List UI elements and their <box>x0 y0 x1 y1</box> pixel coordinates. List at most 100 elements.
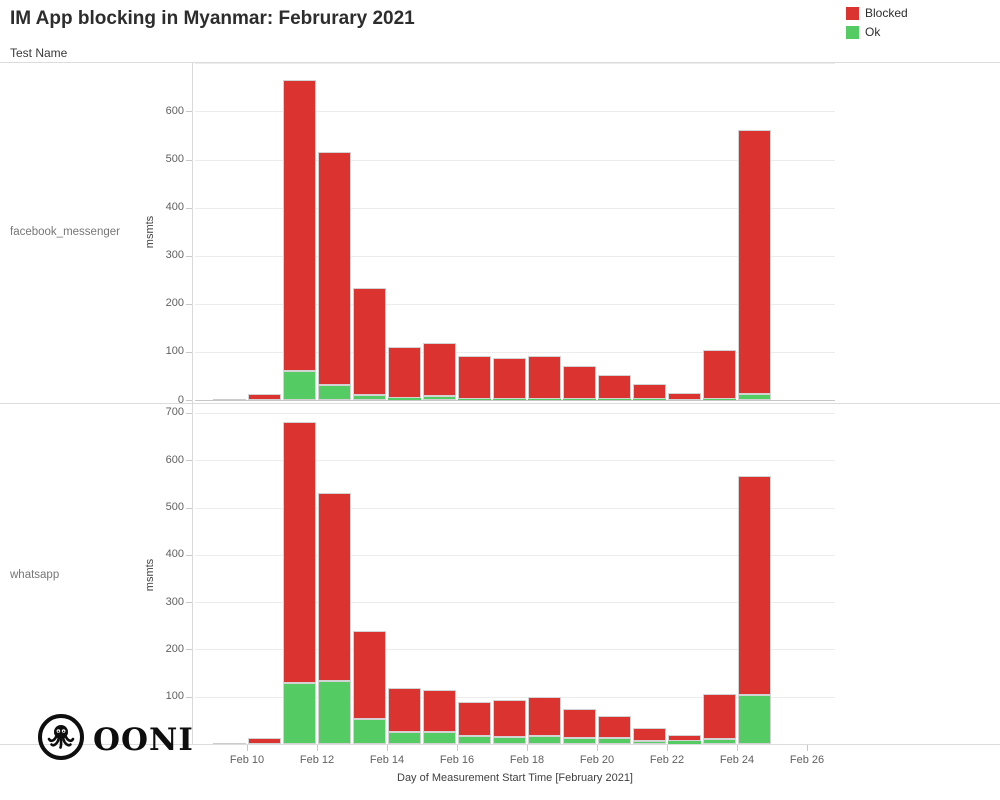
gridline <box>195 696 835 698</box>
x-tick-label: Feb 24 <box>719 754 755 766</box>
gridline <box>195 159 835 161</box>
bar-segment-ok[interactable] <box>598 398 631 400</box>
ooni-logo: OONI <box>36 712 194 767</box>
y-tick-label: 300 <box>165 595 184 608</box>
bar-segment-blocked[interactable] <box>633 384 666 400</box>
bar-segment-blocked[interactable] <box>703 349 736 400</box>
facet-axis-title: Test Name <box>10 46 68 60</box>
bar-segment-blocked[interactable] <box>318 493 351 682</box>
bar-segment-ok[interactable] <box>318 681 351 744</box>
ooni-logo-text: OONI <box>93 721 194 758</box>
bar-segment-ok[interactable] <box>563 737 596 744</box>
bar-segment-ok[interactable] <box>703 739 736 744</box>
y-tick-icon <box>186 351 192 353</box>
x-tick-icon <box>457 745 458 751</box>
bar-segment-blocked[interactable] <box>528 355 561 399</box>
bar-segment-blocked[interactable] <box>423 690 456 733</box>
bar-segment-ok[interactable] <box>458 736 491 744</box>
bar-segment-blocked[interactable] <box>283 422 316 683</box>
bar-segment-ok[interactable] <box>353 718 386 744</box>
bar-segment-ok[interactable] <box>458 398 491 400</box>
gridline <box>195 63 835 65</box>
bar-segment-blocked[interactable] <box>283 80 316 372</box>
bar-segment-ok[interactable] <box>563 398 596 400</box>
bar-segment-ok[interactable] <box>633 399 666 400</box>
y-tick-icon <box>186 554 192 556</box>
bar-segment-ok[interactable] <box>633 740 666 744</box>
blocked-swatch-icon <box>846 6 859 20</box>
bar-segment-ok[interactable] <box>703 399 736 400</box>
bar-segment-ok[interactable] <box>388 731 421 744</box>
bar-segment-ok[interactable] <box>738 695 771 744</box>
bar-segment-ok[interactable] <box>528 735 561 744</box>
facet-label-whatsapp: whatsapp <box>10 569 60 581</box>
bar-segment-blocked[interactable] <box>248 394 281 400</box>
bar-segment-blocked[interactable] <box>423 343 456 397</box>
bar-segment-blocked[interactable] <box>353 631 386 719</box>
y-tick-icon <box>186 602 192 604</box>
bar-segment-ok[interactable] <box>598 737 631 744</box>
x-tick-icon <box>387 745 388 751</box>
bar-segment-ok[interactable] <box>353 395 386 400</box>
y-tick-icon <box>186 111 192 113</box>
bar-segment-blocked[interactable] <box>318 152 351 385</box>
ok-swatch-icon <box>846 25 859 39</box>
bar-segment-ok[interactable] <box>283 682 316 744</box>
header-divider <box>0 62 1000 63</box>
bar-segment-blocked[interactable] <box>668 393 701 400</box>
gridline <box>195 554 835 556</box>
bar-segment-blocked[interactable] <box>563 365 596 399</box>
bar-segment-other[interactable] <box>213 743 246 744</box>
bar-segment-ok[interactable] <box>423 732 456 744</box>
bar-segment-ok[interactable] <box>738 394 771 400</box>
y-tick-icon <box>186 400 192 401</box>
bar-segment-blocked[interactable] <box>738 475 771 696</box>
legend-item-blocked: Blocked <box>846 6 908 20</box>
bar-segment-ok[interactable] <box>283 371 316 400</box>
bar-segment-ok[interactable] <box>423 396 456 400</box>
y-tick-label: 700 <box>165 406 184 419</box>
bar-segment-blocked[interactable] <box>738 129 771 395</box>
bar-segment-blocked[interactable] <box>353 287 386 396</box>
y-tick-icon <box>186 412 192 414</box>
bar-segment-blocked[interactable] <box>388 688 421 732</box>
bar-segment-blocked[interactable] <box>458 702 491 737</box>
y-axis-unit-label: msmts <box>144 558 156 592</box>
bar-segment-blocked[interactable] <box>493 357 526 399</box>
bar-segment-blocked[interactable] <box>388 347 421 399</box>
bar-segment-other[interactable] <box>213 399 246 400</box>
y-tick-icon <box>186 460 192 462</box>
bar-segment-ok[interactable] <box>388 398 421 400</box>
bar-segment-blocked[interactable] <box>563 708 596 738</box>
bar-segment-blocked[interactable] <box>598 375 631 399</box>
x-tick-label: Feb 22 <box>649 754 685 766</box>
bar-segment-blocked[interactable] <box>248 737 281 744</box>
bar-segment-ok[interactable] <box>528 398 561 400</box>
y-tick-label: 100 <box>165 345 184 358</box>
bar-segment-blocked[interactable] <box>633 727 666 741</box>
x-tick-label: Feb 14 <box>369 754 405 766</box>
legend: Blocked Ok <box>846 6 908 39</box>
x-tick-label: Feb 16 <box>439 754 475 766</box>
y-tick-label: 400 <box>165 201 184 214</box>
bar-segment-ok[interactable] <box>493 398 526 400</box>
y-tick-icon <box>186 507 192 509</box>
bar-segment-ok[interactable] <box>668 741 701 744</box>
bar-segment-ok[interactable] <box>493 736 526 744</box>
bar-segment-blocked[interactable] <box>528 697 561 736</box>
x-tick-label: Feb 12 <box>299 754 335 766</box>
bar-segment-ok[interactable] <box>318 384 351 400</box>
y-tick-icon <box>186 255 192 257</box>
gridline <box>195 351 835 353</box>
bar-segment-blocked[interactable] <box>703 694 736 740</box>
bar-segment-blocked[interactable] <box>458 356 491 399</box>
bar-segment-blocked[interactable] <box>668 735 701 742</box>
x-tick-label: Feb 18 <box>509 754 545 766</box>
bar-segment-blocked[interactable] <box>598 715 631 738</box>
gridline <box>195 111 835 113</box>
x-tick-label: Feb 20 <box>579 754 615 766</box>
x-tick-icon <box>807 745 808 751</box>
y-tick-label: 100 <box>165 690 184 703</box>
bar-segment-blocked[interactable] <box>493 700 526 737</box>
